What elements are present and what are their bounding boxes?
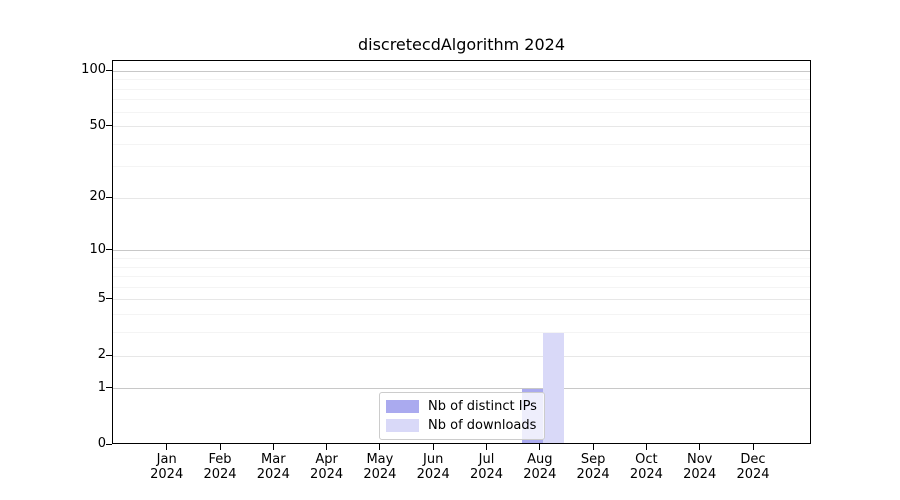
x-tick-label-jul-2024: Jul 2024: [469, 452, 504, 482]
x-tick-label-jun-2024: Jun 2024: [416, 452, 450, 482]
gridline-minor-90: [113, 79, 810, 81]
y-tick-label-5: 5: [97, 290, 106, 306]
gridline-minor-4: [113, 314, 810, 316]
x-tick-label-nov-2024: Nov 2024: [683, 452, 717, 482]
legend-row-nb-of-distinct-ips: Nb of distinct IPs: [386, 397, 538, 416]
x-tick-label-jan-2024: Jan 2024: [150, 452, 184, 482]
legend-swatch-nb-of-distinct-ips: [386, 400, 419, 413]
legend-label-nb-of-downloads: Nb of downloads: [428, 418, 537, 433]
x-tick-label-mar-2024: Mar 2024: [256, 452, 290, 482]
y-tick-mark-2: [106, 354, 112, 356]
legend-swatch-nb-of-downloads: [386, 419, 419, 432]
y-tick-label-100: 100: [81, 62, 106, 78]
gridline-minor-7: [113, 276, 810, 278]
x-tick-mark-jun-2024: [432, 444, 434, 450]
gridline-major-2: [113, 355, 810, 357]
y-tick-mark-10: [106, 249, 112, 251]
y-tick-label-2: 2: [97, 347, 106, 363]
x-tick-mark-oct-2024: [645, 444, 647, 450]
x-tick-mark-feb-2024: [219, 444, 221, 450]
y-tick-mark-20: [106, 196, 112, 198]
gridline-major-50: [113, 126, 810, 128]
gridline-minor-9: [113, 258, 810, 260]
gridline-minor-60: [113, 111, 810, 113]
gridline-major-20: [113, 197, 810, 199]
y-tick-mark-0: [106, 443, 112, 445]
gridline-minor-3: [113, 332, 810, 334]
x-tick-label-oct-2024: Oct 2024: [629, 452, 663, 482]
x-tick-label-aug-2024: Aug 2024: [523, 452, 557, 482]
x-tick-label-feb-2024: Feb 2024: [203, 452, 237, 482]
x-tick-label-may-2024: May 2024: [363, 452, 397, 482]
gridline-minor-8: [113, 266, 810, 268]
gridline-minor-30: [113, 166, 810, 168]
x-tick-mark-nov-2024: [699, 444, 701, 450]
gridline-minor-40: [113, 143, 810, 145]
gridline-minor-80: [113, 88, 810, 90]
y-tick-label-1: 1: [97, 379, 106, 395]
gridline-decade-1: [113, 388, 810, 390]
gridline-minor-6: [113, 286, 810, 288]
x-tick-label-sep-2024: Sep 2024: [576, 452, 610, 482]
x-tick-mark-sep-2024: [592, 444, 594, 450]
y-tick-mark-1: [106, 387, 112, 389]
gridline-decade-10: [113, 250, 810, 252]
x-tick-label-apr-2024: Apr 2024: [310, 452, 344, 482]
x-tick-mark-aug-2024: [539, 444, 541, 450]
x-tick-mark-jan-2024: [166, 444, 168, 450]
legend-row-nb-of-downloads: Nb of downloads: [386, 416, 538, 435]
chart-title: discretecdAlgorithm 2024: [357, 35, 566, 54]
x-tick-mark-apr-2024: [326, 444, 328, 450]
x-tick-mark-may-2024: [379, 444, 381, 450]
y-tick-mark-100: [106, 69, 112, 71]
y-tick-label-20: 20: [89, 189, 106, 205]
plot-area: Nb of distinct IPs Nb of downloads: [112, 60, 811, 444]
y-tick-mark-50: [106, 125, 112, 127]
y-tick-label-50: 50: [89, 117, 106, 133]
gridline-minor-70: [113, 99, 810, 101]
gridline-decade-100: [113, 70, 810, 72]
x-tick-label-dec-2024: Dec 2024: [736, 452, 770, 482]
bar-nb-of-downloads-aug-2024: [542, 332, 565, 443]
x-tick-mark-dec-2024: [752, 444, 754, 450]
x-tick-mark-jul-2024: [486, 444, 487, 450]
y-tick-label-10: 10: [89, 241, 106, 257]
gridline-major-5: [113, 299, 810, 301]
y-tick-label-0: 0: [97, 436, 106, 451]
legend-label-nb-of-distinct-ips: Nb of distinct IPs: [428, 399, 537, 414]
legend: Nb of distinct IPs Nb of downloads: [379, 392, 545, 440]
x-tick-mark-mar-2024: [272, 444, 274, 450]
y-tick-mark-5: [106, 298, 112, 300]
